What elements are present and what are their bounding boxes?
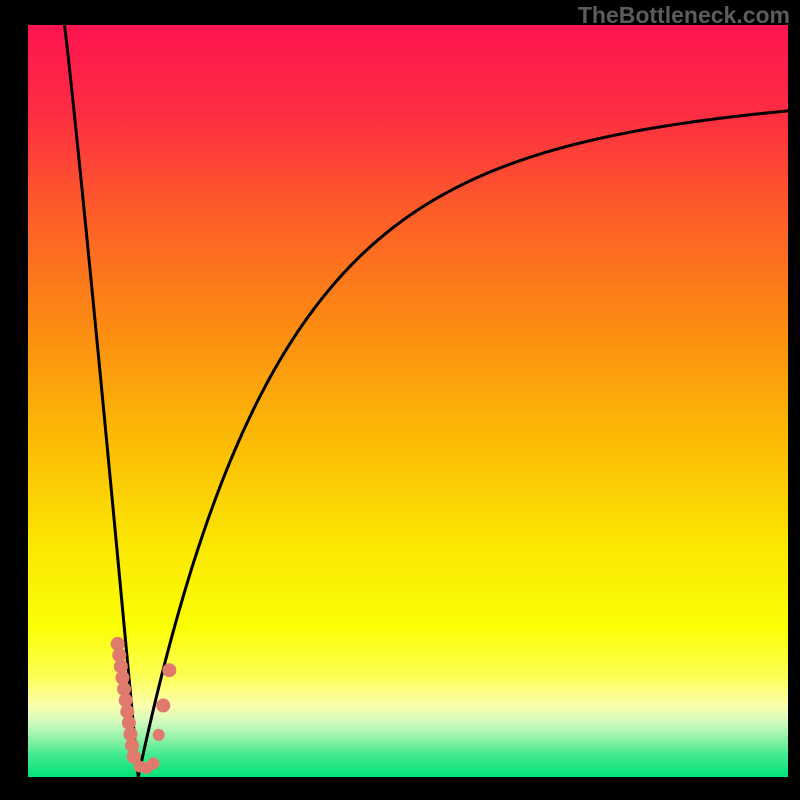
marker-bottom xyxy=(147,757,159,769)
plot-area xyxy=(28,25,788,777)
marker-right xyxy=(162,663,176,677)
attribution-text: TheBottleneck.com xyxy=(578,2,790,29)
marker-right xyxy=(153,729,165,741)
marker-right xyxy=(156,699,170,713)
bottleneck-curve xyxy=(64,25,788,777)
chart-svg xyxy=(28,25,788,777)
